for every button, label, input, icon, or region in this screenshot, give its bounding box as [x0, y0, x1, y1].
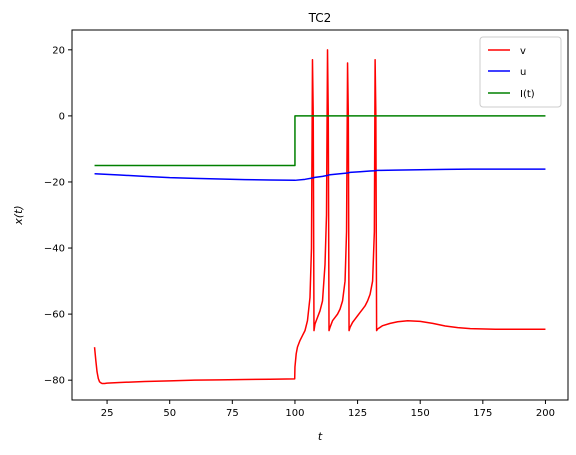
plot-frame: [71, 29, 569, 401]
series-line-1: [94, 168, 546, 182]
series-line-2: [94, 115, 546, 167]
x-tick-label: 100: [285, 408, 304, 419]
legend-box: [479, 36, 562, 108]
legend-label-u: u: [520, 67, 526, 78]
x-axis-label: t: [318, 430, 323, 443]
x-tick-label: 175: [473, 408, 492, 419]
tick-layer: 25 50 75 100 125 150 175 200 −80 −60 −40 −20 0 20: [44, 45, 555, 419]
series-layer: [93, 49, 546, 385]
x-tick-label: 200: [536, 408, 555, 419]
legend-label-v: v: [520, 46, 526, 57]
y-tick-label: 0: [59, 111, 65, 122]
y-tick-label: −80: [44, 376, 65, 387]
y-tick-label: −40: [44, 244, 65, 255]
x-tick-label: 50: [163, 408, 176, 419]
x-tick-label: 75: [226, 408, 239, 419]
x-tick-label: 125: [348, 408, 367, 419]
legend-label-i: I(t): [520, 89, 535, 100]
x-tick-label: 25: [101, 408, 114, 419]
y-tick-label: 20: [52, 45, 65, 56]
series-line-0: [93, 49, 546, 385]
y-tick-label: −60: [44, 310, 65, 321]
chart-title: TC2: [308, 11, 332, 25]
y-tick-label: −20: [44, 177, 65, 188]
legend: v u I(t): [479, 36, 562, 108]
y-axis-label: x(t): [12, 205, 25, 225]
x-tick-label: 150: [411, 408, 430, 419]
